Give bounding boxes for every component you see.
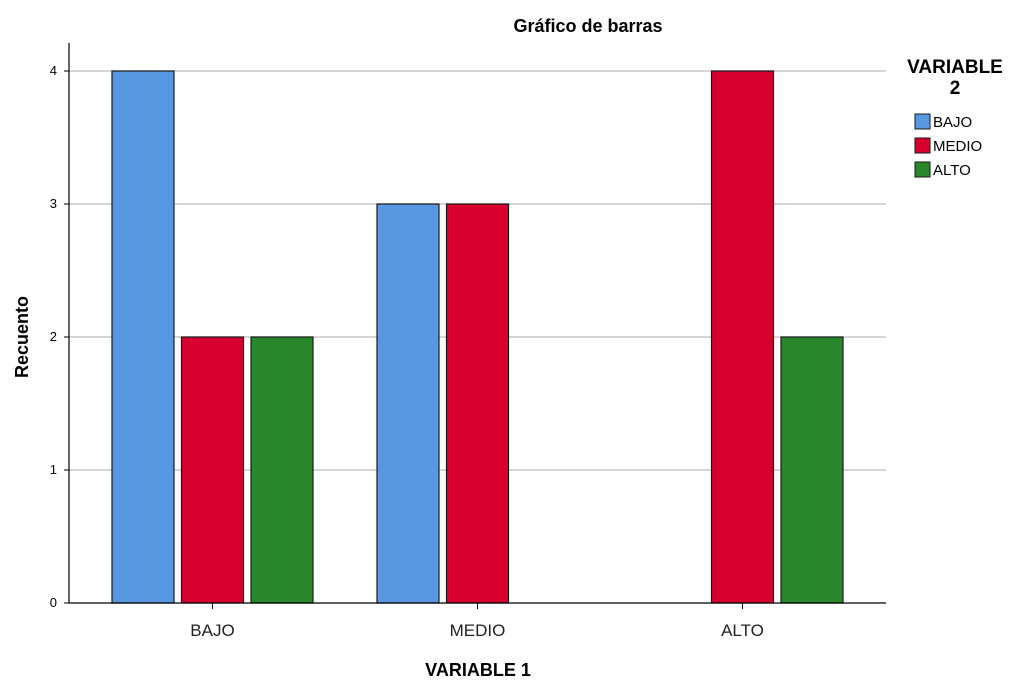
legend-swatch: [914, 113, 931, 130]
legend-swatch: [914, 161, 931, 178]
bar-alto-alto: [780, 336, 844, 604]
legend-title-line-2: 2: [950, 78, 961, 99]
y-axis-ticks: 0 1 2 3 4: [50, 63, 69, 610]
bar-bajo-bajo: [111, 70, 175, 604]
y-tick-label: 0: [50, 595, 57, 610]
y-axis-title: Recuento: [12, 296, 32, 378]
x-tick-label: MEDIO: [450, 621, 506, 640]
legend-label: BAJO: [933, 114, 972, 131]
legend: VARIABLE 2 BAJO MEDIO ALTO: [907, 57, 1003, 179]
y-tick-label: 1: [50, 462, 57, 477]
bar-medio-bajo: [376, 203, 440, 604]
y-tick-label: 2: [50, 329, 57, 344]
bars: [111, 70, 844, 604]
legend-label: ALTO: [933, 162, 971, 179]
legend-items: BAJO MEDIO ALTO: [914, 113, 982, 179]
legend-label: MEDIO: [933, 138, 982, 155]
x-axis-title: VARIABLE 1: [425, 660, 531, 680]
x-tick-label: ALTO: [721, 621, 764, 640]
legend-title-line-1: VARIABLE: [907, 57, 1003, 78]
bar-bajo-alto: [250, 336, 314, 604]
y-tick-label: 3: [50, 196, 57, 211]
bar-alto-medio: [710, 70, 775, 604]
y-tick-label: 4: [50, 63, 57, 78]
legend-swatch: [914, 137, 931, 154]
bar-medio-medio: [445, 203, 510, 604]
x-axis-ticks: BAJO MEDIO ALTO: [190, 603, 764, 640]
x-tick-label: BAJO: [190, 621, 234, 640]
chart-title: Gráfico de barras: [513, 16, 662, 36]
bar-bajo-medio: [180, 336, 245, 604]
